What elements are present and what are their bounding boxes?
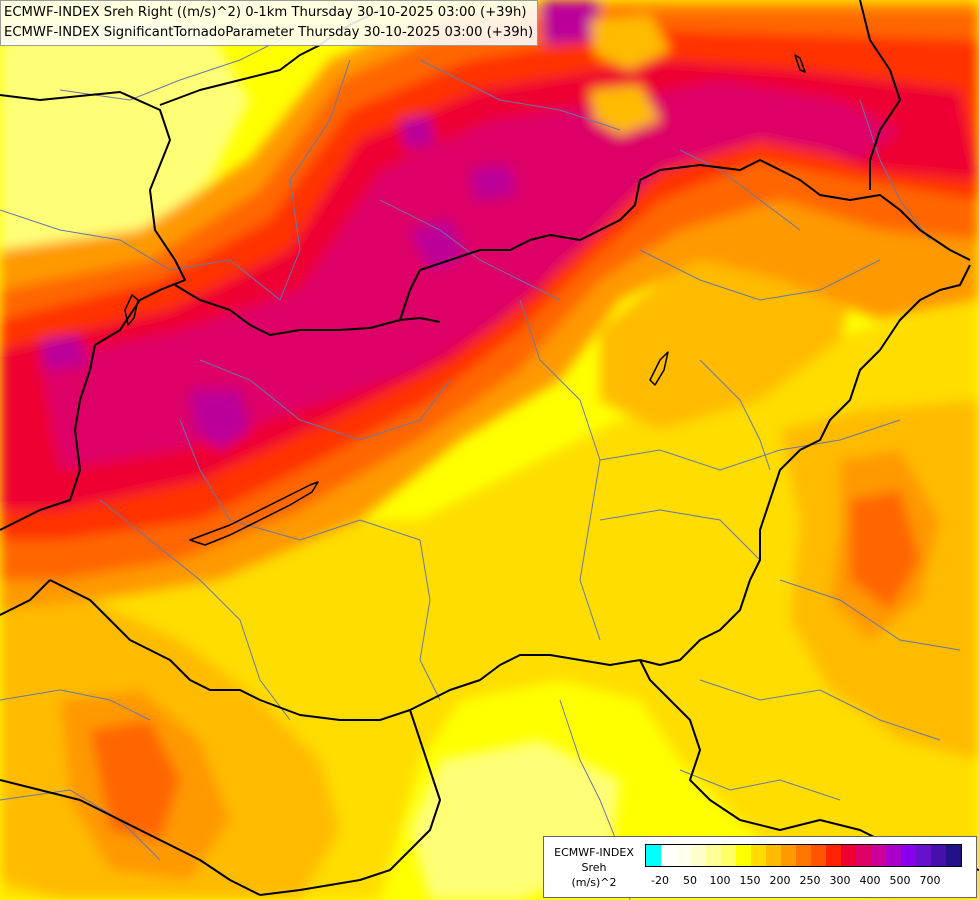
region-line-20 xyxy=(859,99,931,241)
region-line-7 xyxy=(99,499,291,721)
river-feature-1 xyxy=(649,351,669,386)
border-at-si xyxy=(0,344,96,531)
map-title-line-1: ECMWF-INDEX Sreh Right ((m/s)^2) 0-1km T… xyxy=(4,5,527,20)
map-title-box: ECMWF-INDEX Sreh Right ((m/s)^2) 0-1km T… xyxy=(0,0,539,46)
legend-swatch xyxy=(751,845,766,866)
region-line-12 xyxy=(639,249,881,301)
region-line-3 xyxy=(279,59,351,301)
legend-tick-label: -20 xyxy=(651,874,669,887)
region-line-21 xyxy=(419,59,621,131)
legend-ticks: -20 50 100 150 200 250 300 400 500 700 xyxy=(645,874,967,890)
border-hr-w xyxy=(0,579,51,616)
map-title-line-2: ECMWF-INDEX SignificantTornadoParameter … xyxy=(4,25,534,40)
lake-neusiedl xyxy=(124,294,139,326)
legend-swatch xyxy=(766,845,781,866)
legend-title-model: ECMWF-INDEX xyxy=(554,846,634,859)
border-sk-hu xyxy=(399,159,971,321)
legend-swatch xyxy=(931,845,946,866)
field-zone-orange-dark-se xyxy=(850,490,920,610)
legend-swatch xyxy=(841,845,856,866)
region-line-5 xyxy=(199,359,451,441)
region-line-6 xyxy=(179,419,421,541)
region-line-1 xyxy=(0,209,281,301)
river-feature-2 xyxy=(794,54,806,73)
legend-tick-label: 200 xyxy=(769,874,791,887)
region-line-2 xyxy=(59,39,281,101)
legend-tick-label: 400 xyxy=(859,874,881,887)
legend-swatch xyxy=(646,845,661,866)
legend-title-variable: Sreh xyxy=(581,861,607,874)
legend-swatch xyxy=(736,845,751,866)
region-line-17 xyxy=(0,689,151,721)
legend-swatch xyxy=(886,845,901,866)
border-cz-at xyxy=(0,91,186,346)
border-ua xyxy=(859,0,901,190)
border-hu-rs xyxy=(49,579,641,721)
legend-tick-label: 150 xyxy=(739,874,761,887)
legend-swatch xyxy=(661,845,676,866)
field-zone-light-yellow-nw xyxy=(0,20,250,260)
border-at-hu xyxy=(174,284,441,336)
border-hr-ba-w xyxy=(0,779,261,896)
region-line-22 xyxy=(679,149,801,231)
legend-swatch xyxy=(826,845,841,866)
field-zone-magenta-1 xyxy=(190,390,250,450)
lake-balaton xyxy=(189,481,319,546)
field-zone-crimson xyxy=(40,80,900,470)
field-zone-yellow-n2 xyxy=(590,85,660,135)
legend-swatch xyxy=(916,845,931,866)
legend-swatch xyxy=(871,845,886,866)
legend-swatch xyxy=(721,845,736,866)
region-line-15 xyxy=(699,679,941,741)
field-zone-magenta-2 xyxy=(410,220,465,270)
region-line-18 xyxy=(0,789,161,861)
field-zone-yellow-n1 xyxy=(590,15,670,70)
border-hu-ro xyxy=(639,264,971,666)
field-zone-orange-dark-sw xyxy=(90,720,180,840)
legend-swatch xyxy=(811,845,826,866)
field-zone-magenta-5 xyxy=(540,0,600,45)
border-hr-ba xyxy=(259,709,441,896)
legend-swatch xyxy=(796,845,811,866)
legend-title: ECMWF-INDEX Sreh (m/s)^2 xyxy=(546,845,642,890)
region-line-19 xyxy=(679,769,841,801)
legend-tick-label: 250 xyxy=(799,874,821,887)
legend-swatch xyxy=(856,845,871,866)
field-zone-magenta-6 xyxy=(470,165,515,200)
region-line-10 xyxy=(599,419,901,471)
legend-tick-label: 100 xyxy=(709,874,731,887)
region-boundaries xyxy=(0,39,961,900)
legend-swatch xyxy=(781,845,796,866)
color-legend: ECMWF-INDEX Sreh (m/s)^2 -20 50 100 150 200 2… xyxy=(543,836,977,898)
legend-swatch xyxy=(676,845,691,866)
region-line-11 xyxy=(599,509,761,561)
region-line-13 xyxy=(699,359,771,471)
legend-swatches xyxy=(645,844,962,867)
region-line-8 xyxy=(419,539,441,701)
field-zone-magenta-4 xyxy=(40,335,85,370)
legend-tick-label: 700 xyxy=(919,874,941,887)
field-zone-magenta-3 xyxy=(400,115,435,150)
legend-title-unit: (m/s)^2 xyxy=(571,876,617,889)
legend-swatch xyxy=(946,845,961,866)
legend-tick-label: 500 xyxy=(889,874,911,887)
legend-tick-label: 50 xyxy=(683,874,697,887)
legend-swatch xyxy=(706,845,721,866)
region-line-4 xyxy=(379,199,561,301)
legend-swatch xyxy=(901,845,916,866)
region-line-14 xyxy=(779,579,961,651)
legend-tick-label: 300 xyxy=(829,874,851,887)
legend-swatch xyxy=(691,845,706,866)
